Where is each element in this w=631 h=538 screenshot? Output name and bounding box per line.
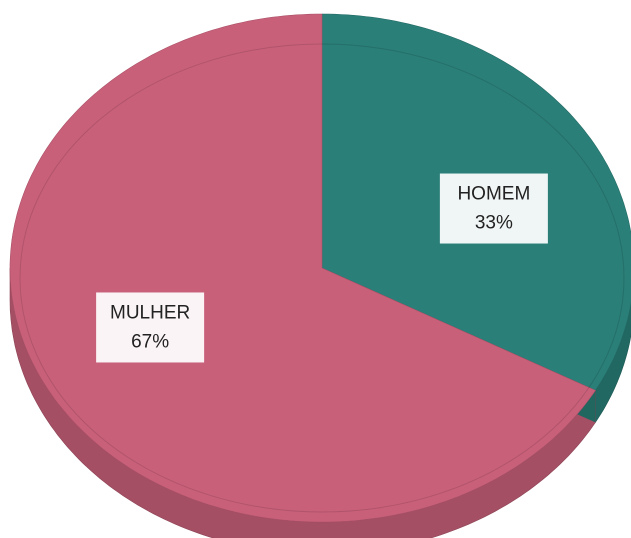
value-label: 67% bbox=[131, 331, 169, 352]
slice bbox=[9, 13, 596, 523]
value-label: 33% bbox=[475, 213, 513, 234]
rim bbox=[19, 43, 625, 513]
label-box bbox=[439, 173, 548, 244]
label-box bbox=[96, 292, 205, 363]
category-label: MULHER bbox=[110, 302, 190, 323]
category-label: HOMEM bbox=[457, 184, 530, 205]
